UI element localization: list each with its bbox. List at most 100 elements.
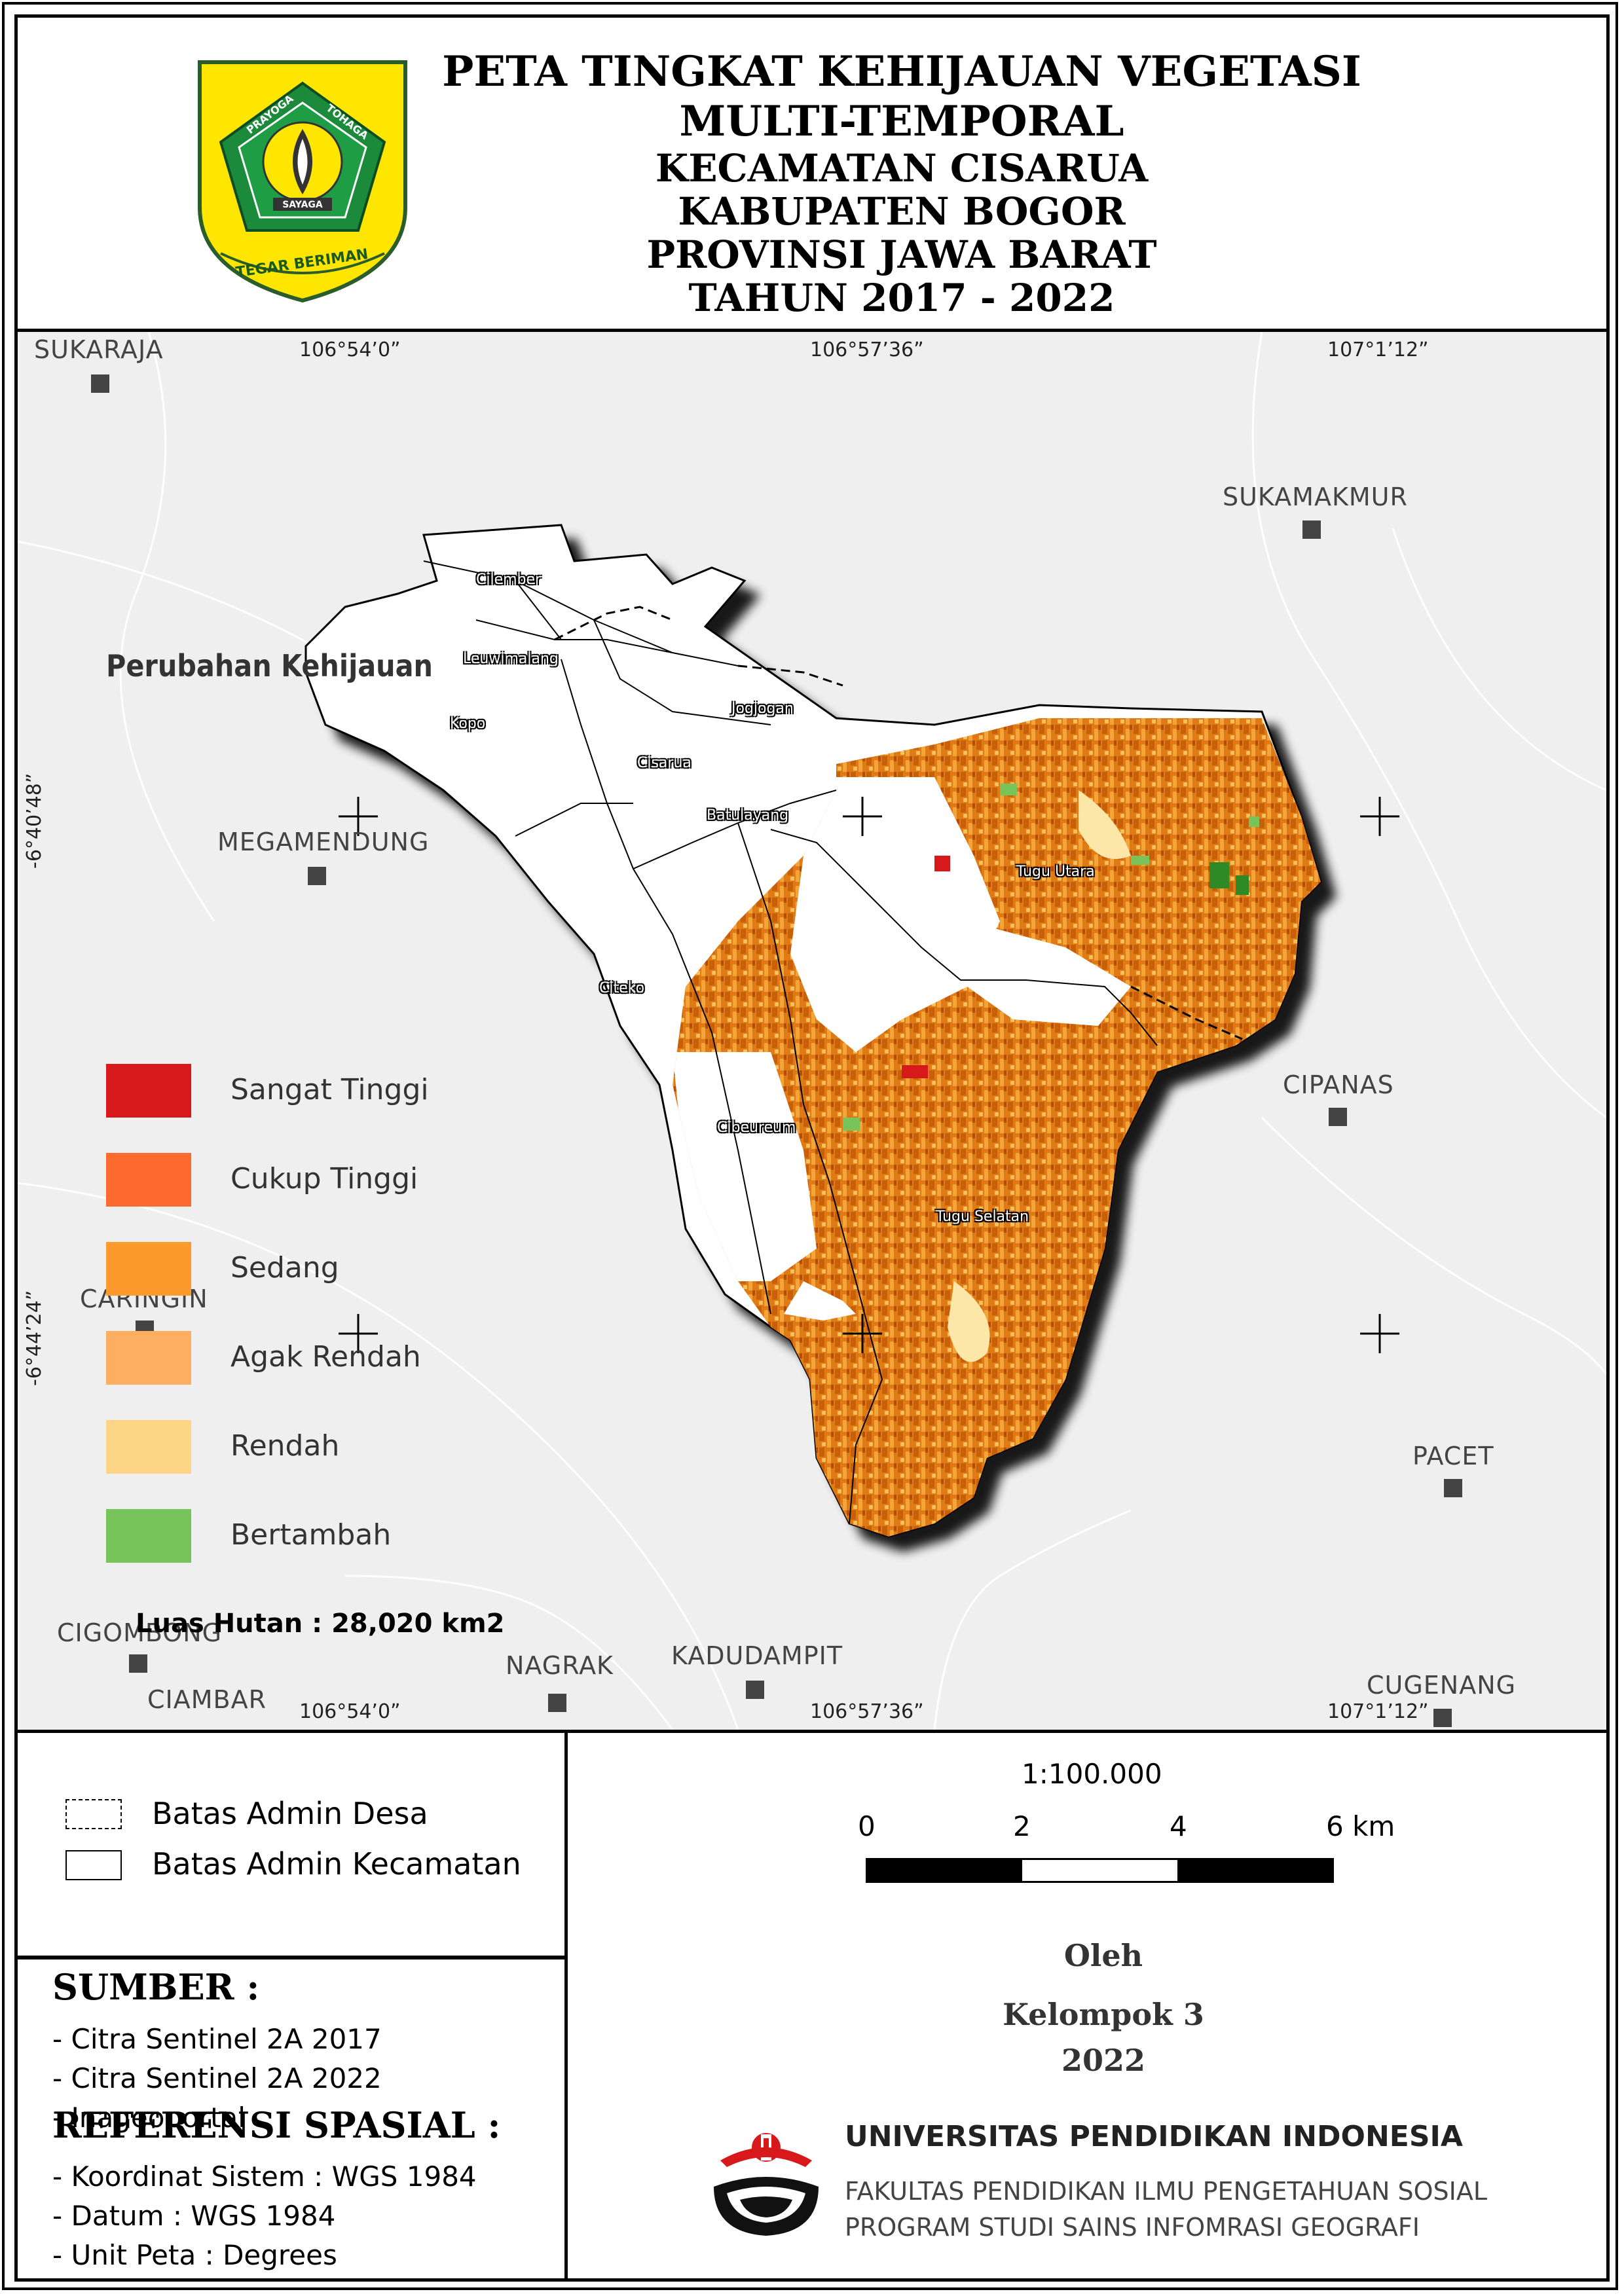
place-label: PACET [1412, 1442, 1494, 1470]
inner-frame [14, 14, 1610, 2282]
legend-label: Rendah [231, 1429, 340, 1463]
legend-swatch [106, 1153, 191, 1207]
place-marker [129, 1654, 147, 1673]
scale-tick: 6 km [1326, 1810, 1395, 1842]
place-label: CIAMBAR [147, 1685, 267, 1714]
place-label: CIPANAS [1283, 1070, 1394, 1099]
referensi-item: - Unit Peta : Degrees [52, 2239, 337, 2271]
divider [568, 1730, 1606, 1733]
coord-bottom-left: 106°54’0” [299, 1700, 401, 1723]
coord-bottom-right: 107°1’12” [1327, 1700, 1429, 1723]
scale-bar-segment [1177, 1860, 1332, 1881]
place-marker [1444, 1479, 1462, 1497]
batas-kecamatan-symbol [65, 1850, 122, 1880]
village-label: Kopo [450, 716, 486, 732]
place-label: CIGOMBONG [57, 1618, 223, 1647]
coord-top-mid: 106°57’36” [810, 338, 924, 361]
sumber-item: - Inageoportal [52, 2102, 246, 2134]
legend-label: Sangat Tinggi [231, 1073, 429, 1106]
legend-swatch [106, 1509, 191, 1563]
scale-bar-segment [868, 1860, 1023, 1881]
referensi-item: - Koordinat Sistem : WGS 1984 [52, 2160, 477, 2193]
divider [18, 1956, 568, 1959]
coord-top-right: 107°1’12” [1327, 338, 1429, 361]
sumber-item: - Citra Sentinel 2A 2017 [52, 2023, 382, 2055]
sumber-item: - Citra Sentinel 2A 2022 [52, 2062, 382, 2094]
legend-item: Sangat Tinggi [106, 1064, 499, 1123]
coord-left-upper: -6°40’48” [23, 773, 46, 869]
logo-text-center: SAYAGA [282, 200, 323, 210]
place-label: SUKARAJA [34, 335, 164, 364]
place-label: NAGRAK [506, 1651, 614, 1680]
coord-bottom-mid: 106°57’36” [810, 1700, 924, 1723]
credit-year: 2022 [1061, 2043, 1146, 2078]
legend-item: Rendah [106, 1420, 499, 1479]
legend-item: Sedang [106, 1242, 499, 1301]
scale-tick: 2 [1013, 1810, 1031, 1842]
legend-swatch [106, 1420, 191, 1474]
village-label: Cilember [476, 572, 542, 588]
place-label: KADUDAMPIT [671, 1641, 843, 1670]
scale-tick: 0 [858, 1810, 876, 1842]
place-label: MEGAMENDUNG [217, 828, 430, 856]
luas-hutan: Luas Hutan : 28,020 km2 [136, 1609, 505, 1639]
coord-left-lower: -6°44’24” [23, 1290, 46, 1386]
title-line-2: MULTI-TEMPORAL [679, 97, 1124, 146]
legend-label: Bertambah [231, 1518, 392, 1552]
place-label: CUGENANG [1367, 1671, 1517, 1700]
legend-item: Agak Rendah [106, 1331, 499, 1390]
batas-desa-symbol [65, 1799, 122, 1829]
legend-swatch [106, 1064, 191, 1118]
place-marker [308, 867, 326, 885]
legend-swatch [106, 1242, 191, 1296]
scale-bar-segment [1022, 1860, 1177, 1881]
referensi-title: REFERENSI SPASIAL : [52, 2104, 501, 2146]
legend-label: Cukup Tinggi [231, 1162, 418, 1195]
place-marker [1433, 1709, 1452, 1727]
village-label: Cisarua [637, 755, 692, 771]
faculty-name: FAKULTAS PENDIDIKAN ILMU PENGETAHUAN SOS… [845, 2177, 1488, 2206]
village-label: Tugu Utara [1016, 864, 1095, 880]
title-line-6: TAHUN 2017 - 2022 [688, 276, 1115, 320]
batas-kecamatan-label: Batas Admin Kecamatan [152, 1846, 521, 1882]
bogor-regency-emblem-icon: PRAYOGA TOHAGA SAYAGA TEGAR BERIMAN [198, 60, 407, 303]
referensi-item: - Datum : WGS 1984 [52, 2200, 336, 2232]
header: PRAYOGA TOHAGA SAYAGA TEGAR BERIMAN PETA… [18, 18, 1606, 332]
batas-desa-label: Batas Admin Desa [152, 1796, 428, 1831]
legend-label: Sedang [231, 1251, 339, 1285]
place-marker [548, 1694, 566, 1712]
village-label: Leuwimalang [463, 651, 559, 667]
map-panel[interactable]: 106°54’0” 106°57’36” 107°1’12” 106°54’0”… [18, 332, 1606, 1730]
scale-ratio: 1:100.000 [1022, 1758, 1162, 1790]
place-marker [1302, 520, 1321, 539]
title-line-5: PROVINSI JAWA BARAT [646, 232, 1157, 277]
coord-top-left: 106°54’0” [299, 338, 401, 361]
credit-group: Kelompok 3 [1003, 1997, 1204, 2032]
legend-item: Cukup Tinggi [106, 1153, 499, 1212]
scale-tick: 4 [1170, 1810, 1187, 1842]
village-label: Cibeureum [717, 1120, 796, 1136]
map-canvas [18, 332, 1606, 1730]
place-marker [1329, 1108, 1347, 1126]
village-label: Jogjogan [731, 701, 794, 717]
title-line-3: KECAMATAN CISARUA [655, 146, 1149, 191]
place-marker [746, 1681, 764, 1699]
village-label: Citeko [599, 980, 645, 996]
credit-by: Oleh [1063, 1938, 1143, 1973]
legend-swatch [106, 1331, 191, 1385]
place-label: SUKAMAKMUR [1223, 483, 1408, 511]
village-label: Batulayang [707, 807, 789, 824]
title-line-1: PETA TINGKAT KEHIJAUAN VEGETASI [442, 47, 1361, 96]
university-name: UNIVERSITAS PENDIDIKAN INDONESIA [845, 2120, 1463, 2153]
place-marker [91, 374, 109, 393]
scale-bar [866, 1858, 1334, 1883]
title-line-4: KABUPATEN BOGOR [678, 189, 1126, 234]
program-name: PROGRAM STUDI SAINS INFOMRASI GEOGRAFI [845, 2213, 1420, 2242]
info-panel-left [18, 1730, 568, 2282]
legend-label: Agak Rendah [231, 1340, 421, 1374]
upi-logo-icon [714, 2133, 819, 2236]
legend-item: Bertambah [106, 1509, 499, 1568]
village-label: Tugu Selatan [936, 1209, 1029, 1225]
legend-title: Perubahan Kehijauan [106, 648, 434, 683]
